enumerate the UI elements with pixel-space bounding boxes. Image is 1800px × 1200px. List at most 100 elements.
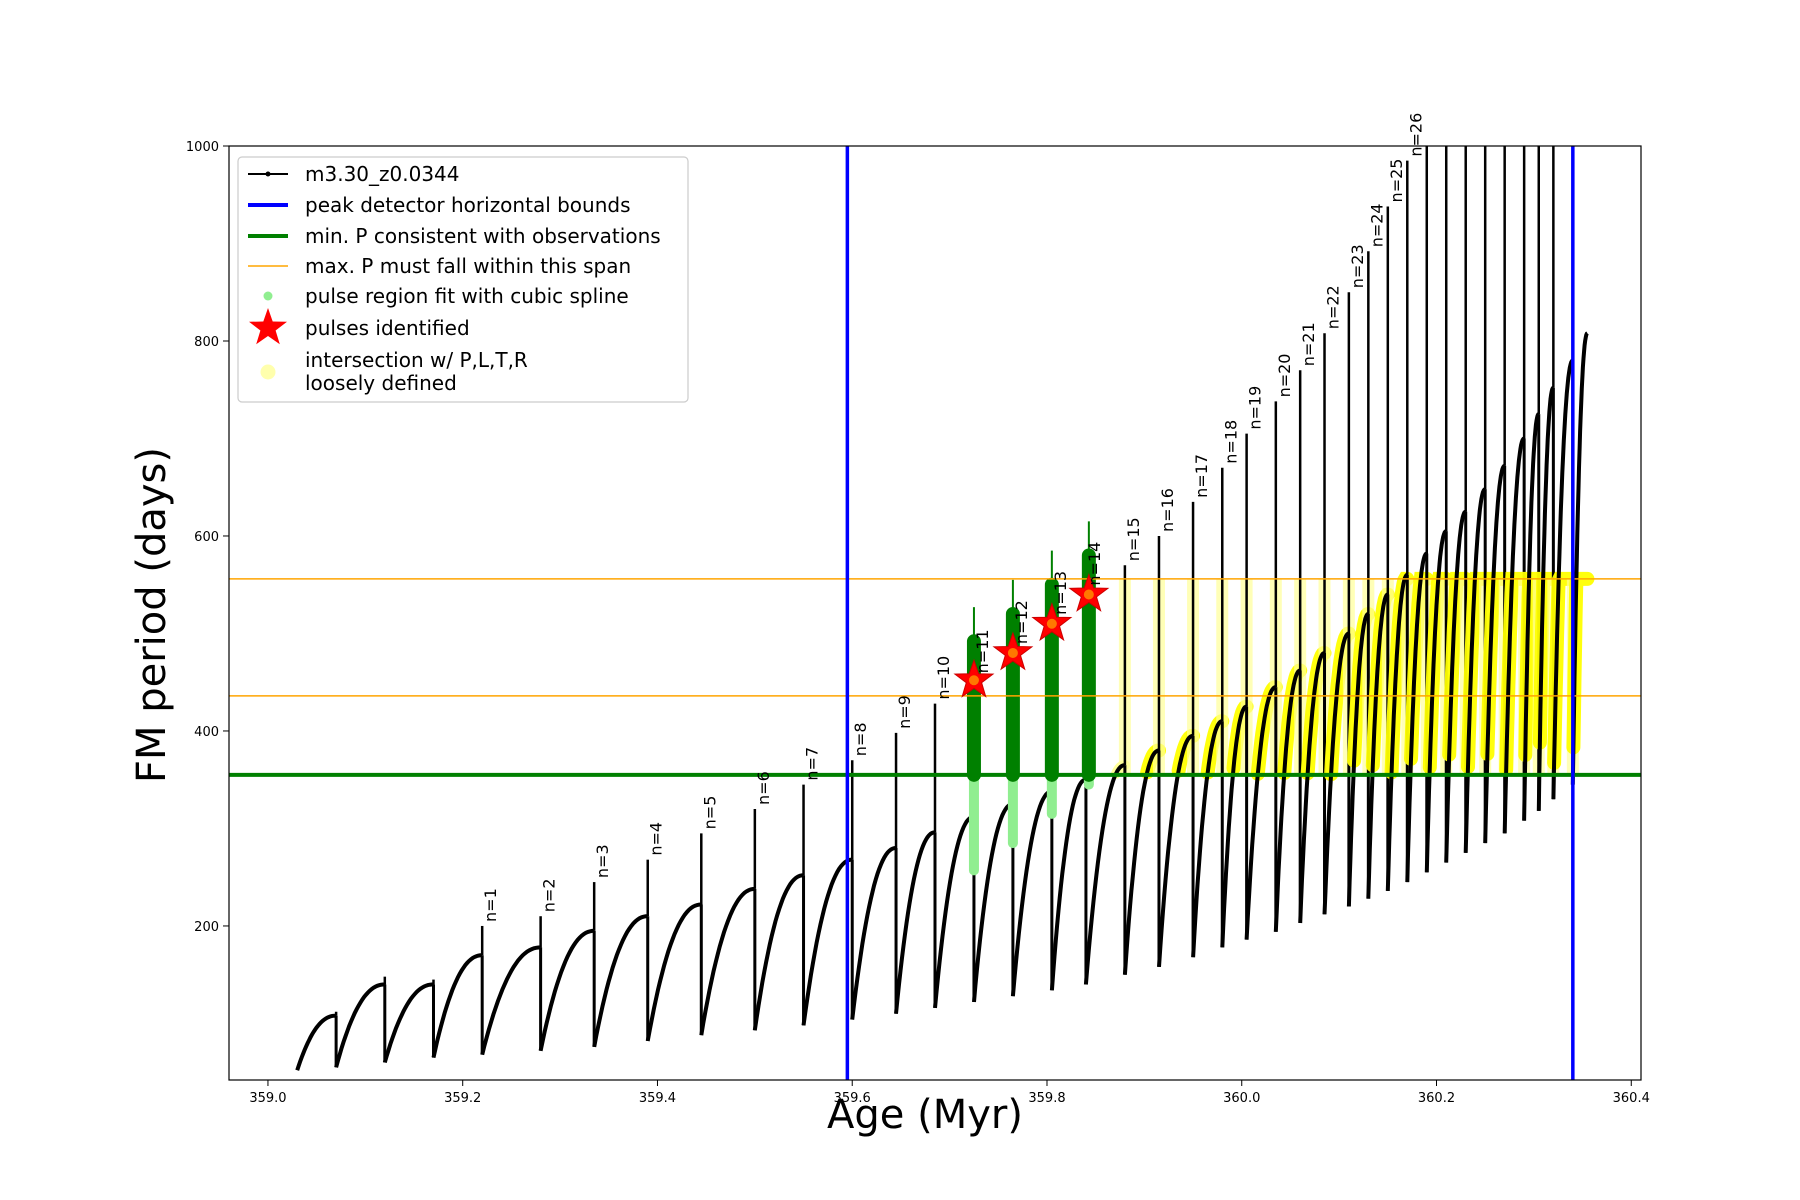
track-curve xyxy=(1322,631,1350,915)
track-curve xyxy=(1273,668,1301,932)
track-curve xyxy=(801,857,853,1026)
pulse-number-label: n=5 xyxy=(700,796,719,830)
cycle-7 xyxy=(592,859,650,1048)
track-curve xyxy=(538,928,595,1052)
legend-box xyxy=(237,156,689,403)
pulse-number-label: n=14 xyxy=(1085,542,1104,586)
track-curve xyxy=(1010,789,1053,997)
legend-item-track: m3.30_z0.0344 xyxy=(248,162,460,186)
legend-label: m3.30_z0.0344 xyxy=(305,162,460,186)
cycle-25 xyxy=(1298,333,1332,924)
cycle-2 xyxy=(334,976,387,1068)
x-tick-label: 360.2 xyxy=(1418,1091,1455,1106)
legend-item-bounds: peak detector horizontal bounds xyxy=(248,193,631,217)
track-curve xyxy=(1244,685,1277,940)
legend-handle-marker xyxy=(263,291,273,301)
pulse-number-label: n=20 xyxy=(1275,354,1294,398)
pulse-number-label: n=12 xyxy=(1012,600,1031,644)
legend-label: peak detector horizontal bounds xyxy=(305,193,631,217)
cycle-1 xyxy=(295,1011,338,1071)
pulse-number-label: n=19 xyxy=(1246,386,1265,430)
pulse-number-label: n=16 xyxy=(1158,488,1177,532)
pulse-number-label: n=25 xyxy=(1387,159,1406,203)
cycle-5 xyxy=(480,916,543,1056)
cycle-13 xyxy=(894,703,937,1014)
x-tick-label: 359.0 xyxy=(249,1091,286,1106)
y-tick-label: 200 xyxy=(194,920,219,935)
pulse-number-label: n=6 xyxy=(754,771,773,805)
legend-label: pulse region fit with cubic spline xyxy=(305,284,629,308)
axes: 359.0 359.2 359.4 359.6 359.8 360.0 360.2 360.4… xyxy=(186,140,1650,1106)
x-tick-label: 360.0 xyxy=(1223,1091,1260,1106)
y-tick-label: 600 xyxy=(194,530,219,545)
track-curve xyxy=(752,873,804,1031)
cycle-9 xyxy=(699,808,757,1036)
track-curve xyxy=(645,902,702,1042)
legend-handle-marker xyxy=(260,364,276,380)
track-curve xyxy=(1570,331,1589,785)
pulse-number-label: n=4 xyxy=(647,822,666,856)
pulse-number-label: n=8 xyxy=(851,722,870,756)
x-tick-label: 359.4 xyxy=(639,1091,676,1106)
plot-frame xyxy=(228,145,1642,1081)
pulse-number-label: n=2 xyxy=(540,878,559,912)
x-tick-label: 360.4 xyxy=(1613,1091,1650,1106)
cycle-21 xyxy=(1191,467,1230,958)
legend-label-line2: loosely defined xyxy=(305,371,457,395)
pulse-number-label: n=18 xyxy=(1221,420,1240,464)
track-curve xyxy=(972,802,1014,1003)
track-curve xyxy=(1298,651,1325,924)
pulse-number-label: n=7 xyxy=(803,747,822,781)
pulse-number-label: n=24 xyxy=(1367,203,1386,247)
pulse-number-label: n=22 xyxy=(1324,285,1343,329)
track-curve xyxy=(1346,612,1370,907)
pulse-star-center-4 xyxy=(1083,589,1094,600)
pulse-number-label: n=1 xyxy=(481,888,500,922)
pulse-number-label: n=17 xyxy=(1192,454,1211,498)
plot-area: n=1 n=2 n=3 n=4 n=5 n=6 n=7 n=8 n=9 n=10 n=11 n=12 n… xyxy=(229,113,1641,1080)
track-curve xyxy=(1551,358,1574,800)
legend-handle-marker xyxy=(265,171,271,177)
track-curve xyxy=(295,1013,337,1071)
legend-label: pulses identified xyxy=(305,316,470,340)
y-tick-label: 800 xyxy=(194,335,219,350)
track-curve xyxy=(933,814,975,1009)
track-curve xyxy=(1191,719,1223,958)
track-curve xyxy=(894,830,936,1014)
track-curve xyxy=(592,914,648,1048)
x-tick-label: 359.8 xyxy=(1028,1091,1065,1106)
track-curve xyxy=(1083,763,1126,985)
plot-content xyxy=(229,146,1641,1080)
track-curve xyxy=(1049,777,1087,991)
track-curve xyxy=(1385,573,1409,891)
track-curve xyxy=(1483,463,1506,844)
track-curve xyxy=(1424,529,1447,873)
track-curve xyxy=(1366,592,1389,899)
cycle-20 xyxy=(1157,501,1201,968)
track-curve xyxy=(334,982,385,1068)
pulse-star-center-1 xyxy=(968,675,979,686)
legend-item-minP: min. P consistent with observations xyxy=(248,224,661,248)
pulse-number-label: n=15 xyxy=(1124,517,1143,561)
cycle-4 xyxy=(431,925,484,1059)
legend-item-maxP: max. P must fall within this span xyxy=(248,254,631,278)
track-curve xyxy=(1157,733,1194,968)
y-axis-title: FM period (days) xyxy=(129,447,175,783)
track-curve xyxy=(1122,748,1160,975)
cycle-8 xyxy=(645,833,703,1042)
track-curve xyxy=(1220,704,1248,948)
y-tick-label: 400 xyxy=(194,725,219,740)
pulse-star-center-3 xyxy=(1046,618,1057,629)
legend-label: intersection w/ P,L,T,R xyxy=(305,348,528,372)
track-curve xyxy=(480,945,541,1056)
track-curve xyxy=(1536,386,1555,811)
cycle-12 xyxy=(850,732,898,1020)
pulse-number-label: n=10 xyxy=(934,656,953,700)
legend-item-spline: pulse region fit with cubic spline xyxy=(263,284,629,308)
track-curve xyxy=(382,982,434,1064)
legend-label: max. P must fall within this span xyxy=(305,254,631,278)
pulse-number-label: n=3 xyxy=(593,844,612,878)
